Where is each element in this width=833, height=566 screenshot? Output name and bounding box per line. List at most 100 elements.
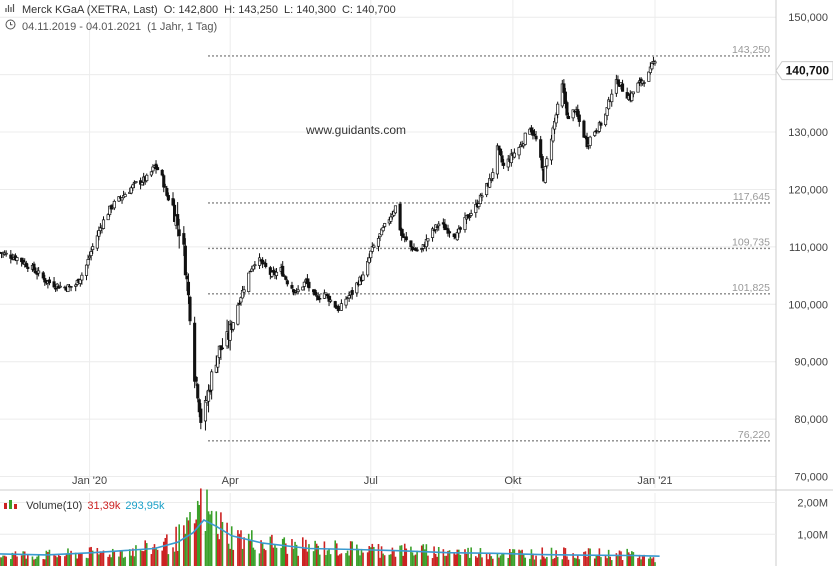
volume-bar (345, 553, 347, 566)
candle-body (577, 114, 581, 122)
candle-body (301, 286, 305, 291)
volume-bar (133, 556, 136, 566)
candle-body (106, 214, 110, 221)
candle-body (318, 297, 322, 300)
candle-body (447, 231, 452, 234)
volume-bar (124, 556, 126, 566)
volume-bar (142, 551, 145, 566)
candle-body (140, 182, 144, 186)
volume-bar (14, 551, 17, 566)
volume-bar (45, 550, 48, 566)
volume-bar (230, 526, 233, 566)
candle-body (398, 203, 402, 231)
candle-body (236, 304, 240, 325)
volume-bar (132, 548, 134, 566)
volume-bar (501, 553, 503, 566)
candle-body (112, 200, 116, 209)
volume-bar (414, 554, 417, 566)
volume-bar (383, 555, 386, 566)
volume-bar (155, 547, 157, 566)
volume-bar (444, 555, 446, 566)
candle-body (435, 226, 439, 228)
volume-bar (16, 556, 18, 566)
candle-body (4, 252, 8, 255)
volume-bar (391, 547, 394, 566)
volume-bar (488, 553, 491, 566)
volume-bar (260, 540, 262, 566)
volume-bar (297, 555, 299, 566)
candle-body (247, 272, 251, 292)
volume-bar (10, 559, 12, 566)
volume-bar (654, 562, 656, 566)
candle-body (367, 257, 371, 263)
volume-bar (640, 559, 642, 566)
volume-bar (478, 553, 480, 566)
candle-body (631, 91, 635, 95)
volume-bar (587, 548, 590, 566)
candle-body (296, 289, 300, 292)
level-label: 76,220 (738, 429, 770, 441)
volume-bar (318, 554, 321, 566)
volume-bar (189, 512, 191, 566)
volume-bar (306, 551, 309, 566)
volume-bar (499, 555, 502, 566)
volume-bar (264, 550, 267, 566)
candle-body (329, 299, 333, 302)
volume-bar (240, 530, 242, 566)
volume-bar (454, 554, 457, 566)
volume-bar (631, 551, 633, 566)
candle-body (24, 262, 28, 268)
volume-bar (122, 557, 125, 566)
volume-bar (369, 547, 372, 566)
volume-bar (507, 557, 510, 566)
volume-bar (176, 550, 179, 566)
candle-body (498, 148, 503, 156)
volume-bar (651, 558, 653, 566)
candle-body (468, 216, 472, 218)
candle-body (523, 132, 527, 145)
volume-bar (627, 552, 630, 566)
candle-body (480, 195, 484, 198)
volume-bar (393, 550, 395, 566)
volume-bar (42, 559, 45, 566)
volume-bar (118, 556, 120, 566)
volume-bar (524, 557, 527, 566)
candle-body (285, 280, 289, 285)
volume-bar (172, 547, 174, 566)
bar-chart-icon (4, 3, 16, 16)
volume-bar (643, 554, 645, 566)
volume-bar (23, 551, 26, 566)
volume-bar (530, 549, 533, 566)
volume-label: Volume(10) (26, 500, 83, 512)
candle-body (313, 289, 317, 296)
candle-body (165, 188, 169, 196)
volume-bar (162, 541, 165, 566)
volume-bar (280, 547, 282, 566)
volume-bar (491, 558, 494, 566)
volume-bar (99, 551, 102, 566)
volume-bar (447, 550, 449, 566)
volume-bar (207, 511, 210, 566)
volume-bar (467, 547, 469, 566)
volume-bar (79, 553, 82, 566)
volume-bar (107, 556, 109, 566)
volume-bar (215, 511, 218, 566)
volume-bar (152, 547, 154, 566)
candle-body (540, 156, 544, 169)
candle-body (420, 248, 424, 250)
volume-bar (325, 555, 327, 566)
candle-body (539, 139, 543, 158)
candle-body (199, 408, 203, 423)
x-tick-label: Jul (364, 475, 378, 487)
volume-average: 293,95k (125, 500, 165, 512)
volume-bar (380, 546, 383, 566)
candle-body (253, 264, 257, 267)
volume-bar (424, 549, 426, 566)
candle-body (58, 285, 62, 288)
candle-body (185, 275, 189, 280)
volume-bar (198, 505, 201, 566)
volume-bar (34, 558, 37, 566)
level-label: 109,735 (732, 236, 770, 248)
candle-body (432, 229, 436, 231)
volume-bar (314, 540, 316, 566)
